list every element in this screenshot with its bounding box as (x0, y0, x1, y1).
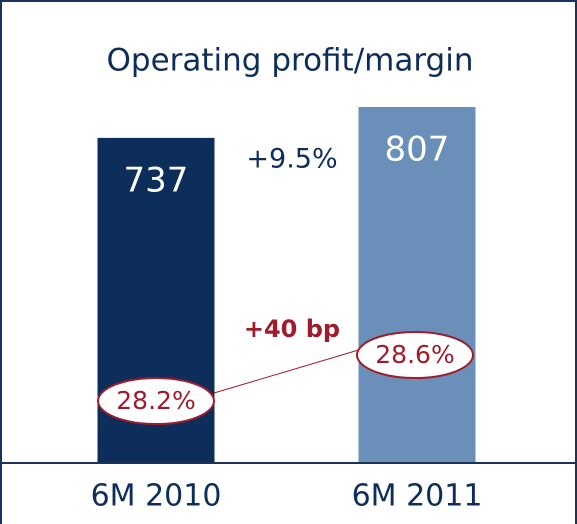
margin-label: 28.6% (375, 340, 454, 369)
chart-title: Operating profit/margin (106, 43, 473, 79)
x-tick-label: 6M 2011 (352, 479, 483, 514)
annotation: +40 bp (244, 315, 340, 343)
value-label: 807 (385, 130, 450, 170)
margin-marker (356, 331, 474, 379)
x-tick-label: 6M 2010 (91, 479, 222, 514)
bar (358, 107, 476, 463)
margin-label: 28.2% (116, 386, 195, 415)
value-label: 737 (124, 160, 189, 200)
margin-line (213, 348, 363, 394)
margin-marker (97, 377, 215, 425)
annotation: +9.5% (246, 144, 337, 175)
